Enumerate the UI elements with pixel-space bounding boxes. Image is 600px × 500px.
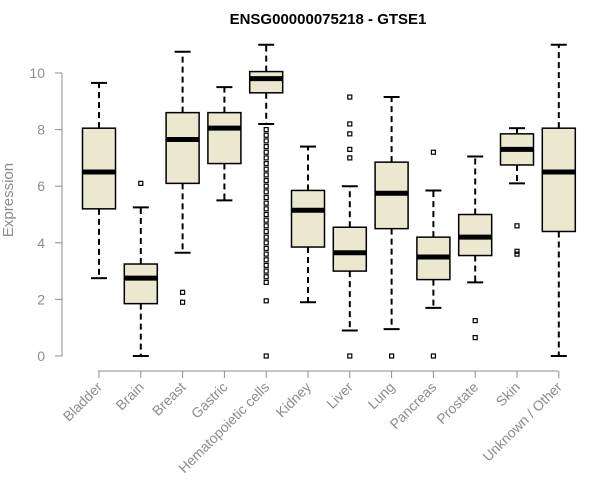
outlier-point [263, 257, 269, 263]
y-tick-label: 6 [37, 178, 45, 194]
box-unknown-other [541, 43, 577, 357]
outlier-point [263, 194, 269, 201]
y-tick-label: 8 [37, 122, 45, 138]
x-tick-label: Bladder [60, 379, 106, 425]
outlier-point [430, 149, 436, 155]
x-tick-label: Unknown / Other [479, 379, 565, 465]
outlier-point [263, 353, 269, 359]
outlier-point [263, 149, 269, 155]
x-tick-label: Brain [112, 379, 146, 413]
box-hematopoietic-cells [248, 43, 284, 359]
outlier-point [263, 160, 269, 167]
outlier-point [263, 262, 269, 269]
outlier-point [347, 94, 353, 100]
outlier-point [430, 353, 436, 359]
outlier-point [263, 155, 269, 161]
box-lung [374, 96, 409, 359]
outlier-point [263, 217, 269, 223]
chart-title: ENSG00000075218 - GTSE1 [230, 11, 427, 28]
outlier-point [263, 268, 269, 274]
box-iqr [541, 127, 577, 233]
box-iqr [165, 111, 200, 185]
outlier-point [263, 234, 269, 240]
y-tick-label: 4 [37, 235, 45, 251]
box-iqr [332, 226, 368, 272]
box-pancreas [416, 149, 451, 359]
y-axis-title: Expression [0, 163, 17, 237]
box-breast [165, 50, 200, 305]
outlier-point [514, 251, 520, 257]
box-iqr [248, 70, 284, 94]
outlier-point [263, 200, 269, 206]
box-liver [332, 94, 368, 359]
outlier-point [472, 335, 478, 341]
outlier-point [180, 299, 186, 305]
x-tick-label: Prostate [433, 379, 481, 427]
outlier-point [347, 155, 353, 161]
outlier-point [263, 166, 269, 172]
outlier-point [263, 126, 269, 133]
outlier-point [263, 298, 269, 304]
outlier-point [514, 223, 520, 229]
y-tick-label: 10 [29, 65, 45, 81]
x-tick-label: Kidney [273, 379, 315, 421]
outlier-point [347, 131, 353, 137]
outlier-point [263, 177, 269, 184]
outlier-point [263, 228, 269, 235]
box-prostate [457, 155, 493, 341]
box-group [81, 43, 577, 359]
outlier-point [263, 251, 269, 257]
outlier-point [514, 248, 520, 254]
box-iqr [290, 189, 326, 248]
box-iqr [207, 111, 242, 165]
outlier-point [263, 143, 269, 150]
x-tick-label: Liver [323, 379, 356, 412]
outlier-point [347, 121, 353, 127]
box-kidney [290, 145, 326, 304]
outlier-point [263, 211, 269, 218]
outlier-point [138, 180, 144, 186]
outlier-point [263, 223, 269, 229]
outlier-point [263, 172, 269, 178]
x-tick-label: Lung [364, 379, 397, 412]
box-gastric [207, 86, 242, 202]
outlier-point [263, 245, 269, 252]
outlier-point [263, 138, 269, 144]
box-iqr [81, 127, 117, 210]
outlier-point [347, 353, 353, 359]
box-iqr [123, 263, 159, 305]
box-brain [123, 180, 159, 357]
outlier-point [263, 206, 269, 212]
box-skin [499, 127, 535, 257]
outlier-point [263, 189, 269, 195]
x-tick-label: Skin [493, 379, 524, 410]
x-tick-label: Breast [149, 379, 189, 419]
outlier-point [263, 279, 269, 286]
y-tick-label: 2 [37, 291, 45, 307]
outlier-point [347, 146, 353, 153]
outlier-point [263, 274, 269, 280]
y-tick-label: 0 [37, 348, 45, 364]
outlier-point [263, 240, 269, 246]
box-bladder [81, 81, 117, 280]
outlier-point [472, 318, 478, 324]
outlier-point [263, 183, 269, 189]
outlier-point [389, 353, 395, 359]
outlier-point [180, 289, 186, 295]
y-axis-ticks: 0 2 4 6 8 10 [29, 65, 62, 364]
outlier-point [263, 132, 269, 138]
